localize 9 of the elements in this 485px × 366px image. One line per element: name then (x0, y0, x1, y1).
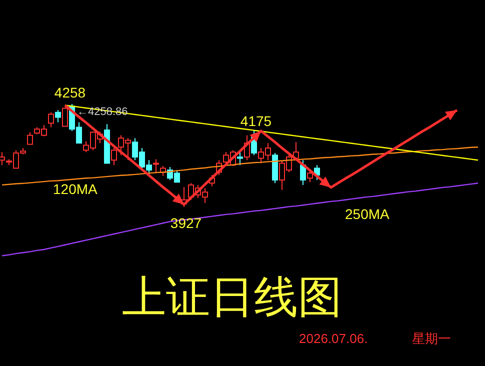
candlestick (0, 152, 5, 166)
text: 2026.07.06. (299, 331, 368, 346)
annotation: 3927 (170, 215, 202, 231)
series-label: 120MA (53, 181, 98, 197)
annotation: 4258 (54, 84, 86, 100)
text: 星期一 (412, 331, 451, 346)
text: 上证日线图 (122, 273, 342, 322)
annotation: 4175 (240, 113, 272, 130)
series-label: 250MA (345, 206, 390, 222)
